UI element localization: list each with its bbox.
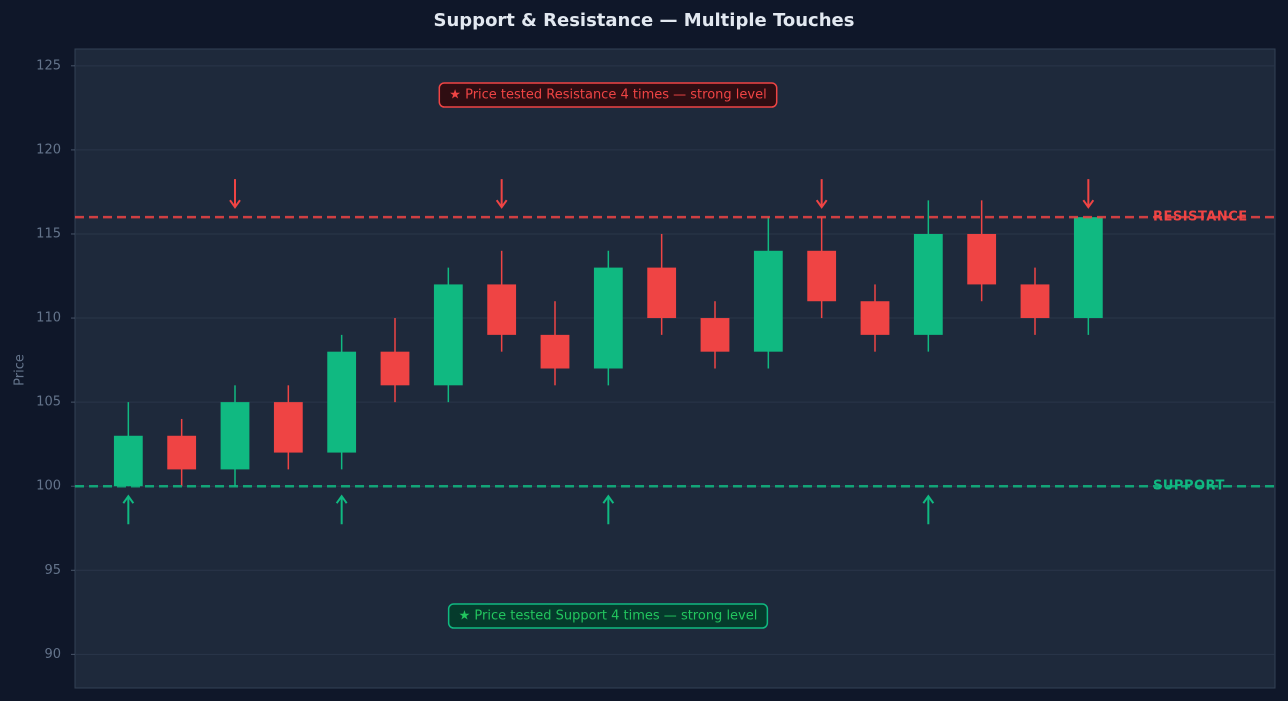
level-label: SUPPORT [1153, 479, 1225, 494]
candle-body [540, 334, 570, 369]
candle-body [700, 318, 730, 352]
annotation-box [438, 82, 778, 108]
touch-arrow [1082, 179, 1095, 209]
annotation-box [447, 603, 769, 629]
candle-body [1073, 217, 1103, 319]
candle-body [647, 267, 677, 319]
candle-body [273, 402, 303, 453]
touch-arrow [495, 179, 508, 209]
candle-body [807, 250, 837, 302]
annotation-text: ★ Price tested Resistance 4 times — stro… [449, 88, 766, 103]
touch-arrow [335, 494, 348, 525]
y-tick-label: 125 [36, 58, 61, 73]
chart-title: Support & Resistance — Multiple Touches [434, 10, 855, 31]
level-label: RESISTANCE [1153, 210, 1248, 225]
candle-body [220, 402, 250, 470]
touch-arrow [602, 494, 615, 525]
y-tick-label: 120 [36, 142, 61, 157]
y-tick-label: 110 [36, 311, 61, 326]
touch-arrow [922, 494, 935, 525]
candle-body [967, 233, 997, 285]
y-tick-label: 100 [36, 479, 61, 494]
candle-body [167, 435, 197, 470]
y-tick-label: 90 [44, 647, 61, 662]
touch-arrow [815, 179, 828, 209]
y-tick-label: 95 [44, 563, 61, 578]
candle-body [487, 284, 517, 335]
y-axis-label: Price [13, 354, 28, 386]
y-tick-label: 105 [36, 395, 61, 410]
candle-body [593, 267, 623, 369]
candle-body [327, 351, 357, 453]
annotation-text: ★ Price tested Support 4 times — strong … [459, 609, 758, 624]
candle-body [113, 435, 143, 487]
touch-arrow [229, 179, 241, 209]
candle-body [433, 284, 463, 386]
candle-body [1020, 284, 1050, 319]
candle-body [753, 250, 783, 352]
candle-body [860, 301, 890, 335]
candle-body [380, 351, 410, 386]
plot-area [74, 48, 1276, 689]
y-tick-label: 115 [36, 226, 61, 241]
touch-arrow [122, 494, 135, 525]
candle-body [913, 233, 943, 335]
